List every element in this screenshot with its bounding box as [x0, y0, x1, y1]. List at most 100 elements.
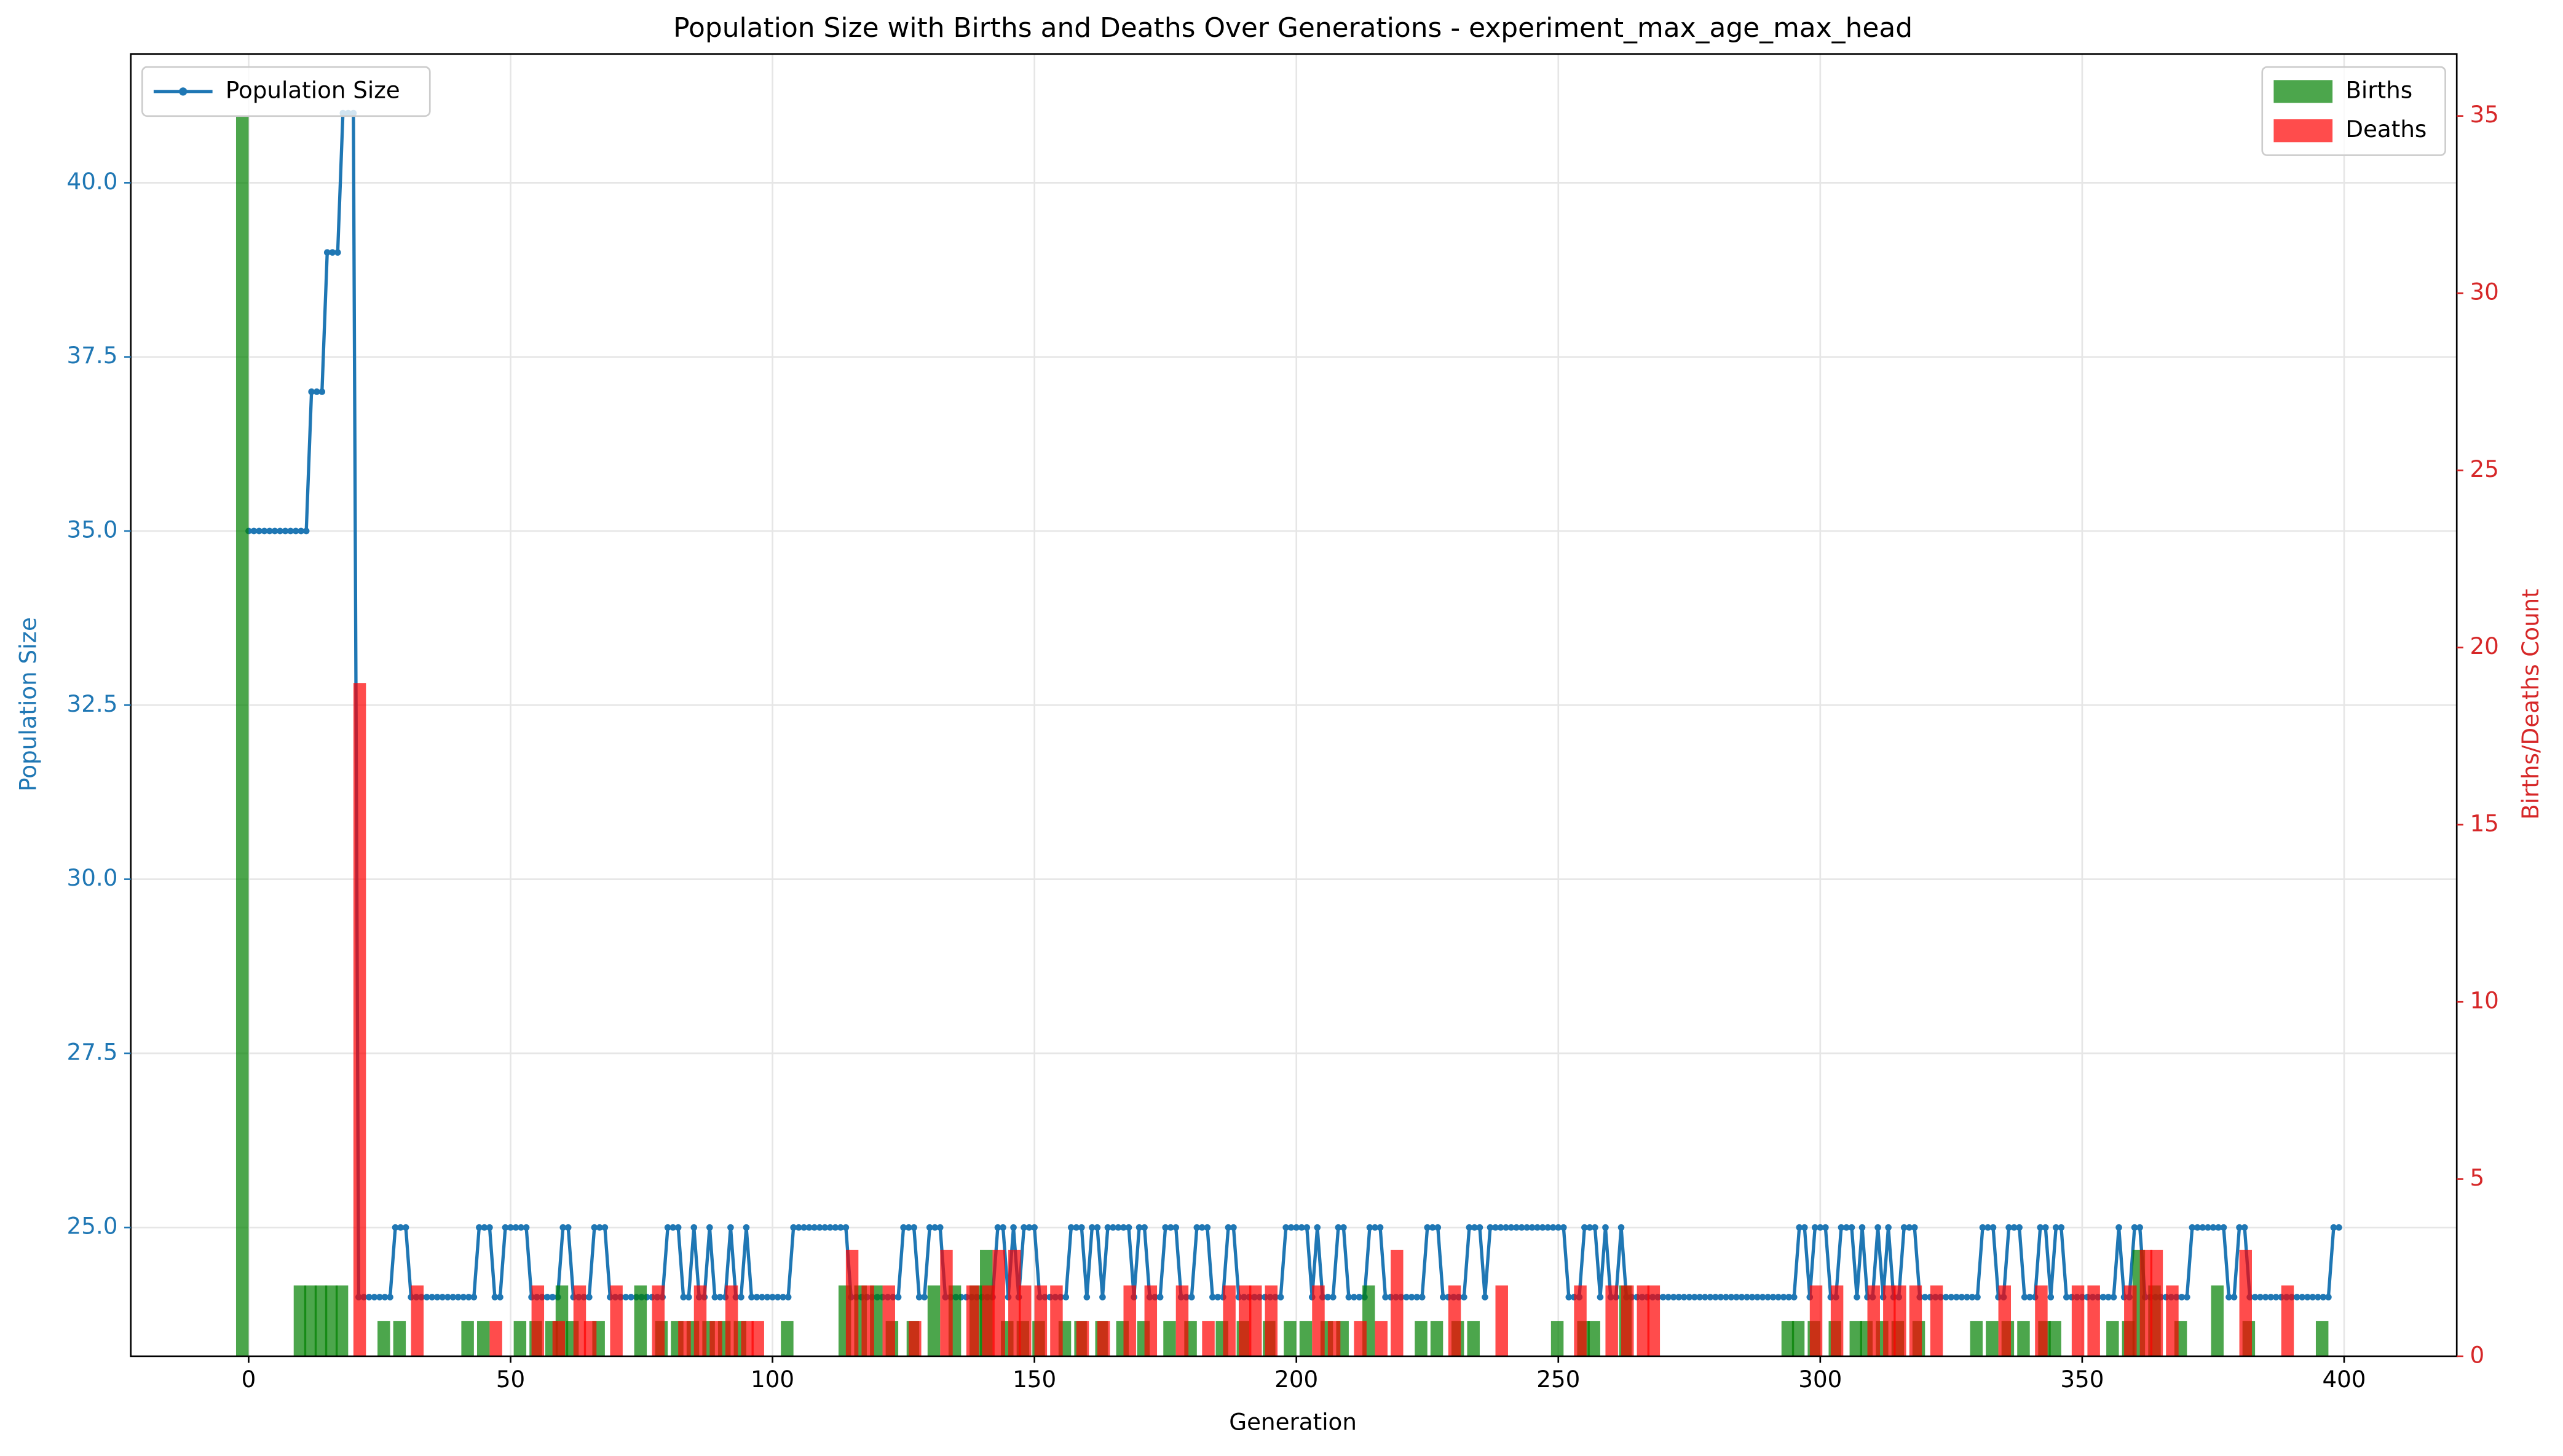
population-marker: [1372, 1224, 1378, 1231]
population-marker: [2026, 1294, 2034, 1301]
y-tick-label: 32.5: [67, 690, 118, 717]
population-marker: [821, 1224, 829, 1231]
births-bar: [377, 1321, 390, 1356]
deaths-bar: [1574, 1285, 1587, 1356]
population-marker: [1581, 1224, 1588, 1231]
population-marker: [460, 1294, 467, 1301]
population-marker: [1858, 1224, 1866, 1231]
population-marker: [261, 527, 268, 535]
population-marker: [1314, 1224, 1321, 1231]
population-marker: [1214, 1294, 1222, 1301]
population-marker: [764, 1294, 771, 1301]
population-marker: [628, 1294, 634, 1301]
deaths-bar: [573, 1285, 586, 1356]
deaths-bar: [1930, 1285, 1943, 1356]
deaths-bar: [2124, 1285, 2137, 1356]
population-marker: [1073, 1224, 1080, 1231]
population-marker: [1188, 1294, 1195, 1301]
population-marker: [1702, 1294, 1708, 1301]
population-marker: [1675, 1294, 1683, 1301]
deaths-bar: [2281, 1285, 2294, 1356]
population-marker: [2005, 1224, 2012, 1231]
population-marker: [780, 1294, 786, 1301]
deaths-bar: [1123, 1285, 1136, 1356]
population-marker: [1067, 1224, 1075, 1231]
population-marker: [1025, 1224, 1033, 1231]
deaths-bar: [531, 1285, 545, 1356]
population-marker: [1193, 1224, 1201, 1231]
population-marker: [292, 527, 299, 535]
deaths-bar: [693, 1285, 707, 1356]
population-marker: [601, 1224, 609, 1231]
population-marker: [1466, 1224, 1473, 1231]
y2-tick-label: 30: [2470, 278, 2498, 305]
population-marker: [1817, 1224, 1824, 1231]
population-marker: [1680, 1294, 1688, 1301]
population-marker: [2047, 1294, 2055, 1301]
population-marker: [1874, 1224, 1881, 1231]
population-marker: [308, 388, 315, 395]
births-bar: [1415, 1321, 1428, 1356]
population-marker: [1854, 1294, 1860, 1301]
population-marker: [1340, 1224, 1347, 1231]
population-marker: [2178, 1294, 2186, 1301]
population-marker: [936, 1224, 944, 1231]
deaths-bar: [882, 1285, 895, 1356]
population-marker: [491, 1294, 499, 1301]
births-bar: [2211, 1285, 2224, 1356]
population-marker: [298, 527, 304, 535]
births-bar: [513, 1321, 527, 1356]
deaths-bar: [1375, 1321, 1388, 1356]
population-marker: [2230, 1294, 2238, 1301]
births-bar: [1849, 1321, 1863, 1356]
population-marker: [1948, 1294, 1955, 1301]
population-marker: [753, 1294, 760, 1301]
legend-label: Deaths: [2345, 116, 2427, 143]
population-marker: [738, 1294, 744, 1301]
deaths-bar: [2150, 1249, 2163, 1356]
deaths-bar: [1894, 1285, 1906, 1356]
population-marker: [1424, 1224, 1431, 1231]
population-marker: [2293, 1294, 2300, 1301]
population-marker: [1764, 1294, 1771, 1301]
y-tick-label: 37.5: [67, 342, 118, 369]
births-bar: [1430, 1321, 1443, 1356]
population-marker: [518, 1224, 524, 1231]
population-marker: [1062, 1294, 1070, 1301]
population-marker: [894, 1294, 902, 1301]
population-marker: [465, 1294, 472, 1301]
legend-swatch: [2273, 80, 2333, 103]
population-marker: [2110, 1294, 2117, 1301]
population-marker: [402, 1224, 409, 1231]
population-marker: [800, 1224, 808, 1231]
y-tick-label: 25.0: [67, 1213, 118, 1240]
y2-tick-label: 0: [2470, 1341, 2484, 1368]
population-marker: [1204, 1224, 1211, 1231]
deaths-bar: [1830, 1285, 1844, 1356]
births-bar: [2017, 1321, 2030, 1356]
deaths-bar: [1175, 1285, 1189, 1356]
population-marker: [2320, 1294, 2327, 1301]
population-marker: [2184, 1294, 2190, 1301]
deaths-bar: [652, 1285, 665, 1356]
population-marker: [1900, 1224, 1908, 1231]
deaths-bar: [1202, 1321, 1215, 1356]
population-marker: [795, 1224, 802, 1231]
population-marker: [454, 1294, 462, 1301]
births-bar: [476, 1321, 490, 1356]
deaths-bar: [1249, 1285, 1262, 1356]
births-bar: [1467, 1321, 1480, 1356]
population-marker: [1528, 1224, 1536, 1231]
deaths-bar: [1647, 1285, 1661, 1356]
deaths-bar: [1883, 1285, 1896, 1356]
population-marker: [1617, 1224, 1625, 1231]
population-marker: [1382, 1294, 1389, 1301]
population-marker: [1796, 1224, 1803, 1231]
population-marker: [486, 1224, 493, 1231]
population-marker: [1696, 1294, 1704, 1301]
population-marker: [2272, 1294, 2280, 1301]
population-marker: [1811, 1224, 1819, 1231]
x-tick-label: 250: [1536, 1366, 1580, 1393]
population-marker: [564, 1224, 572, 1231]
population-marker: [1135, 1224, 1143, 1231]
